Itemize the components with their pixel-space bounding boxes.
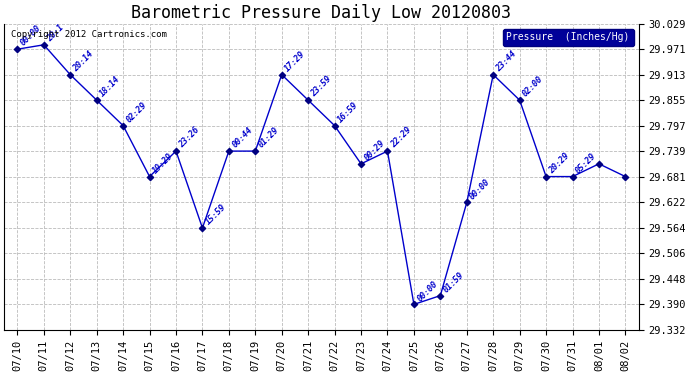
Text: 01:59: 01:59 xyxy=(442,270,466,294)
Legend: Pressure  (Inches/Hg): Pressure (Inches/Hg) xyxy=(502,28,633,46)
Point xyxy=(329,123,340,129)
Text: 02:00: 02:00 xyxy=(521,75,545,99)
Text: 00:29: 00:29 xyxy=(362,138,386,162)
Point xyxy=(488,72,499,78)
Text: 20:14: 20:14 xyxy=(72,50,96,74)
Point xyxy=(276,72,287,78)
Text: 23:44: 23:44 xyxy=(495,50,519,74)
Point xyxy=(65,72,76,78)
Point xyxy=(408,302,420,307)
Point xyxy=(39,42,50,48)
Point xyxy=(197,225,208,231)
Point xyxy=(461,200,472,206)
Text: Copyright 2012 Cartronics.com: Copyright 2012 Cartronics.com xyxy=(10,30,166,39)
Point xyxy=(144,174,155,180)
Text: 20:1: 20:1 xyxy=(45,23,66,44)
Title: Barometric Pressure Daily Low 20120803: Barometric Pressure Daily Low 20120803 xyxy=(131,4,511,22)
Text: 05:29: 05:29 xyxy=(574,151,598,175)
Text: 00:00: 00:00 xyxy=(415,279,440,303)
Text: 22:29: 22:29 xyxy=(388,126,413,150)
Text: 23:26: 23:26 xyxy=(177,126,201,150)
Point xyxy=(224,148,235,154)
Point xyxy=(620,174,631,180)
Text: 16:59: 16:59 xyxy=(336,100,360,124)
Text: 20:29: 20:29 xyxy=(547,151,571,175)
Point xyxy=(567,174,578,180)
Text: 19:29: 19:29 xyxy=(151,151,175,175)
Text: 00:00: 00:00 xyxy=(19,24,43,48)
Point xyxy=(435,292,446,298)
Point xyxy=(170,148,181,154)
Text: 00:00: 00:00 xyxy=(468,177,492,201)
Point xyxy=(540,174,551,180)
Point xyxy=(117,123,128,129)
Text: 00:44: 00:44 xyxy=(230,126,254,150)
Text: 15:59: 15:59 xyxy=(204,202,228,226)
Point xyxy=(303,97,314,103)
Text: 23:59: 23:59 xyxy=(310,75,333,99)
Text: 17:29: 17:29 xyxy=(283,50,307,74)
Text: 01:29: 01:29 xyxy=(257,126,281,150)
Point xyxy=(382,148,393,154)
Text: 02:29: 02:29 xyxy=(124,100,148,124)
Point xyxy=(12,46,23,52)
Point xyxy=(91,97,102,103)
Point xyxy=(250,148,261,154)
Point xyxy=(593,161,604,167)
Text: 18:14: 18:14 xyxy=(98,75,122,99)
Point xyxy=(355,161,366,167)
Point xyxy=(514,97,525,103)
